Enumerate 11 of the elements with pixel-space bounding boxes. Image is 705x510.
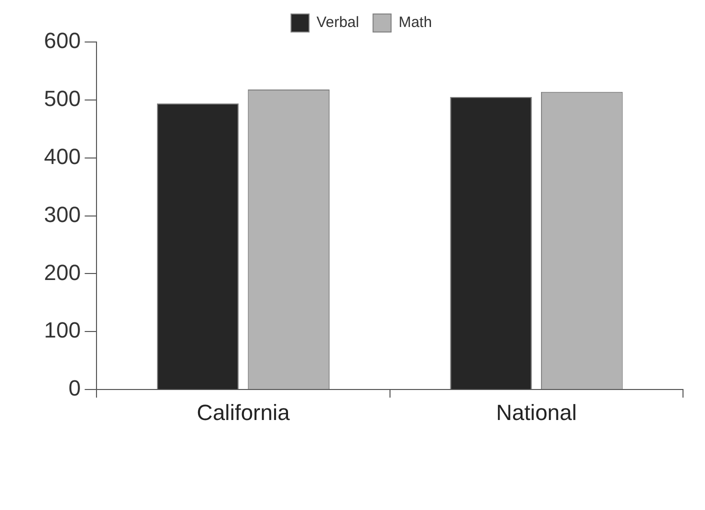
y-tick-label: 600 [44,28,81,54]
y-tick-label: 500 [44,86,81,111]
y-tick-label: 0 [68,376,81,401]
y-tick-label: 200 [44,260,81,285]
legend-label: Math [398,14,432,32]
y-tick-label: 100 [44,318,81,343]
y-tick-label: 300 [44,202,81,227]
x-tick-label: National [496,400,577,425]
y-tick-label: 400 [44,144,81,169]
legend-label: Verbal [316,14,360,32]
x-tick-label: California [196,400,291,425]
